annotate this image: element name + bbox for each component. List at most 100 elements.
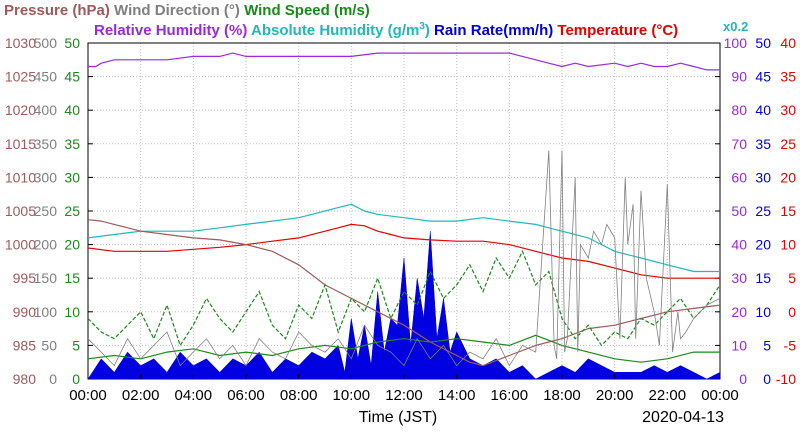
tick-label-wind-direction: 0 xyxy=(49,371,57,387)
legend-row-1: Pressure (hPa) Wind Direction (°) Wind S… xyxy=(4,2,370,19)
legend-entry: Pressure (hPa) xyxy=(4,2,110,19)
tick-label-wind-speed: 15 xyxy=(64,270,80,286)
tick-label-wind-speed: 10 xyxy=(64,304,80,320)
legend-entry-tail: ) xyxy=(425,22,430,39)
tick-label-temperature: 10 xyxy=(780,237,796,253)
tick-label-wind-speed: 35 xyxy=(64,136,80,152)
right-axes: 1009080706050403020100504540353025201510… xyxy=(724,35,797,387)
series-wind-speed-avg xyxy=(87,334,720,363)
tick-label-rain-rate: 45 xyxy=(755,69,771,85)
tick-label-wind-speed: 20 xyxy=(64,237,80,253)
tick-label-rain-rate: 35 xyxy=(755,136,771,152)
series-relative-humidity xyxy=(88,52,720,71)
tick-label-humidity: 50 xyxy=(731,203,747,219)
tick-label-rain-rate: 30 xyxy=(755,169,771,185)
tick-label-humidity: 60 xyxy=(731,169,747,185)
x-tick-label: 02:00 xyxy=(122,387,160,404)
tick-label-wind-direction: 450 xyxy=(34,69,58,85)
rain-rate-area xyxy=(87,231,721,380)
tick-label-humidity: 20 xyxy=(731,304,747,320)
tick-label-humidity: 70 xyxy=(731,136,747,152)
tick-label-wind-speed: 40 xyxy=(64,102,80,118)
tick-label-temperature: 40 xyxy=(780,35,796,51)
legend-entry: Relative Humidity (%) xyxy=(94,22,247,39)
series-pressure xyxy=(87,219,721,367)
tick-label-temperature: 35 xyxy=(780,69,796,85)
tick-label-temperature: 20 xyxy=(780,169,796,185)
tick-label-humidity: 100 xyxy=(724,35,748,51)
series-wind-direction xyxy=(87,150,721,367)
x-tick-label: 12:00 xyxy=(385,387,423,404)
tick-label-temperature: 25 xyxy=(780,136,796,152)
x-axis: 00:00 02:00 04:00 06:00 08:00 10:00 12:00 14:00… xyxy=(69,374,739,404)
legend-superscript: 3 xyxy=(419,21,425,32)
tick-label-wind-speed: 5 xyxy=(72,337,80,353)
tick-label-humidity: 40 xyxy=(731,237,747,253)
tick-label-humidity: 10 xyxy=(731,337,747,353)
x-tick-label: 14:00 xyxy=(438,387,476,404)
tick-label-wind-direction: 400 xyxy=(34,102,58,118)
tick-label-wind-speed: 50 xyxy=(64,35,80,51)
x-axis-label: Time (JST) xyxy=(359,409,438,426)
tick-label-pressure: 1020 xyxy=(5,102,36,118)
left-axes: 1030102510201015101010051000995990985980… xyxy=(5,35,80,387)
tick-label-wind-direction: 500 xyxy=(34,35,58,51)
tick-label-temperature: -10 xyxy=(776,371,796,387)
series-temperature xyxy=(87,223,720,279)
x-tick-label: 06:00 xyxy=(227,387,265,404)
x-tick-label: 00:00 xyxy=(69,387,107,404)
tick-label-wind-direction: 100 xyxy=(34,304,58,320)
tick-label-temperature: 15 xyxy=(780,203,796,219)
tick-label-pressure: 990 xyxy=(13,304,37,320)
tick-label-pressure: 1005 xyxy=(5,203,36,219)
plot-area xyxy=(87,52,721,380)
x-tick-label: 22:00 xyxy=(649,387,687,404)
tick-label-temperature: -5 xyxy=(784,337,797,353)
legend-entry: Wind Speed (m/s) xyxy=(240,2,370,19)
tick-label-pressure: 1010 xyxy=(5,169,36,185)
tick-label-wind-speed: 0 xyxy=(72,371,80,387)
x-tick-label: 16:00 xyxy=(491,387,529,404)
tick-label-humidity: 30 xyxy=(731,270,747,286)
tick-label-wind-direction: 50 xyxy=(41,337,57,353)
tick-label-wind-speed: 25 xyxy=(64,203,80,219)
tick-label-humidity: 90 xyxy=(731,69,747,85)
legend-entry: Absolute Humidity (g/m xyxy=(247,22,419,39)
tick-label-humidity: 0 xyxy=(739,371,747,387)
legend-entry: Rain Rate(mm/h) xyxy=(430,22,553,39)
tick-label-rain-rate: 20 xyxy=(755,237,771,253)
tick-label-rain-rate: 0 xyxy=(763,371,771,387)
tick-label-temperature: 5 xyxy=(788,270,796,286)
tick-label-wind-speed: 30 xyxy=(64,169,80,185)
series-absolute-humidity xyxy=(87,203,720,273)
tick-label-pressure: 995 xyxy=(13,270,37,286)
tick-label-wind-direction: 200 xyxy=(34,237,58,253)
tick-label-temperature: 0 xyxy=(788,304,796,320)
x-tick-label: 18:00 xyxy=(543,387,581,404)
legend-entry: Temperature (°C) xyxy=(553,22,678,39)
tick-label-wind-direction: 150 xyxy=(34,270,58,286)
tick-label-rain-rate: 5 xyxy=(763,337,771,353)
tick-label-pressure: 1000 xyxy=(5,237,36,253)
x-tick-label: 04:00 xyxy=(175,387,213,404)
tick-label-wind-direction: 300 xyxy=(34,169,58,185)
tick-label-rain-rate: 10 xyxy=(755,304,771,320)
tick-label-rain-rate: 15 xyxy=(755,270,771,286)
x-tick-label: 00:00 xyxy=(701,387,739,404)
tick-label-temperature: 30 xyxy=(780,102,796,118)
tick-label-rain-rate: 25 xyxy=(755,203,771,219)
x-tick-label: 08:00 xyxy=(280,387,318,404)
tick-label-pressure: 1030 xyxy=(5,35,36,51)
tick-label-humidity: 80 xyxy=(731,102,747,118)
date-label: 2020-04-13 xyxy=(642,409,724,426)
abs-humidity-scale-note: x0.2 xyxy=(723,19,748,34)
tick-label-wind-direction: 350 xyxy=(34,136,58,152)
tick-label-wind-direction: 250 xyxy=(34,203,58,219)
tick-label-pressure: 985 xyxy=(13,337,37,353)
tick-label-rain-rate: 50 xyxy=(755,35,771,51)
tick-label-rain-rate: 40 xyxy=(755,102,771,118)
tick-label-pressure: 980 xyxy=(13,371,37,387)
tick-label-pressure: 1015 xyxy=(5,136,36,152)
tick-label-wind-speed: 45 xyxy=(64,69,80,85)
tick-label-pressure: 1025 xyxy=(5,69,36,85)
